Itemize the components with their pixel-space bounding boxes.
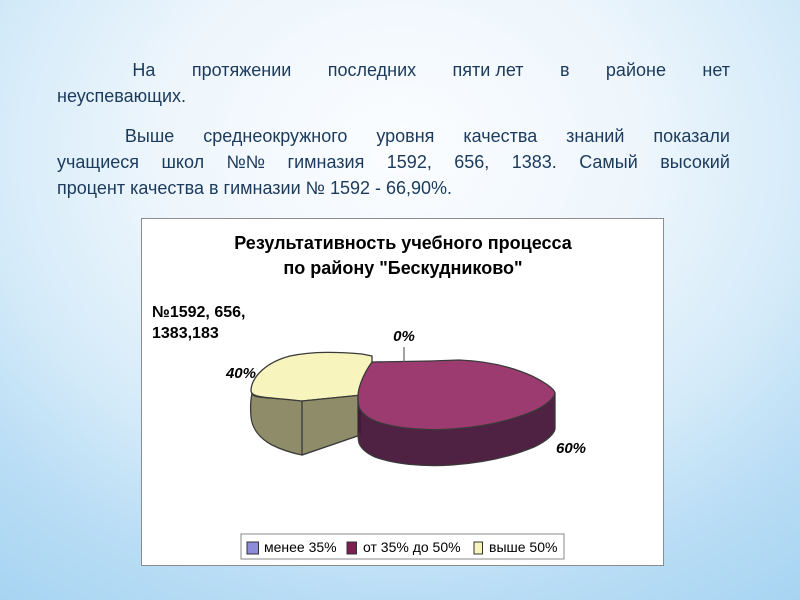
svg-text:от 35% до 50%: от 35% до 50% — [363, 539, 461, 555]
svg-text:0%: 0% — [393, 328, 415, 345]
svg-text:1383,183: 1383,183 — [152, 325, 219, 342]
svg-text:выше 50%: выше 50% — [489, 539, 557, 555]
svg-text:№1592, 656,: №1592, 656, — [152, 304, 245, 321]
svg-text:60%: 60% — [556, 440, 586, 457]
svg-text:менее 35%: менее 35% — [264, 539, 337, 555]
svg-text:по району "Бескудниково": по району "Бескудниково" — [283, 258, 522, 278]
svg-text:40%: 40% — [225, 365, 256, 382]
svg-text:Результативность учебного проц: Результативность учебного процесса — [234, 233, 572, 253]
